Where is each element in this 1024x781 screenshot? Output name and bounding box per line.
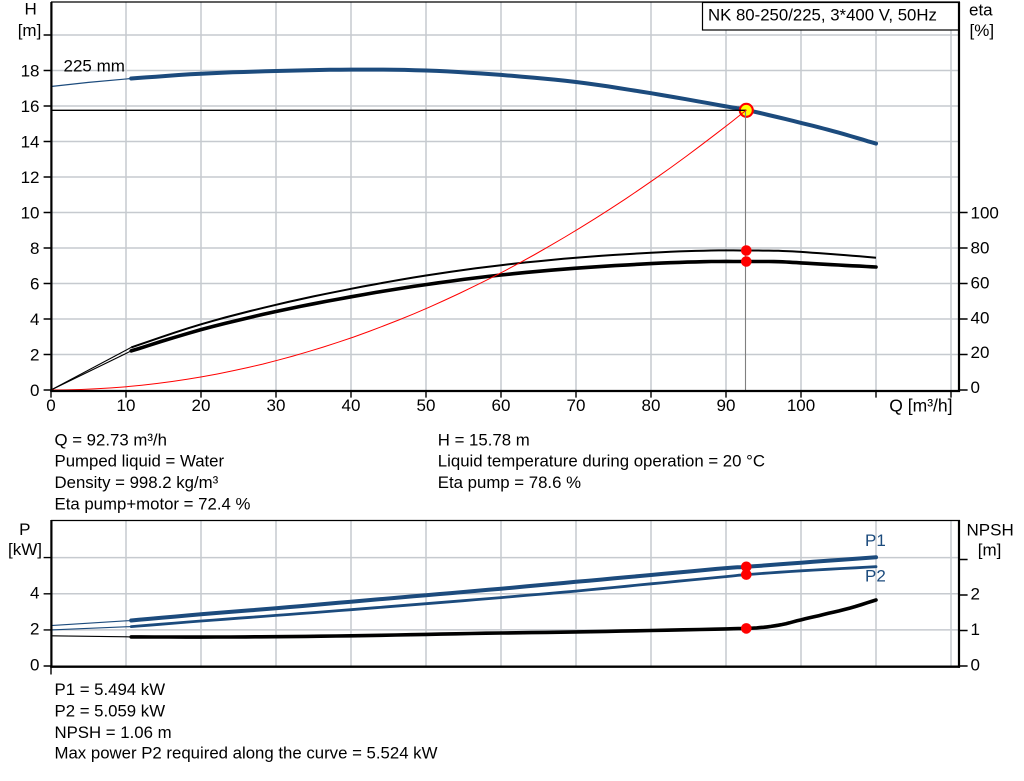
svg-text:NPSH = 1.06 m: NPSH = 1.06 m <box>55 723 172 742</box>
svg-text:Q [m³/h]: Q [m³/h] <box>889 395 952 415</box>
svg-text:30: 30 <box>267 396 286 415</box>
svg-text:NK 80-250/225, 3*400 V, 50Hz: NK 80-250/225, 3*400 V, 50Hz <box>708 5 937 24</box>
svg-text:P1 = 5.494 kW: P1 = 5.494 kW <box>55 680 166 699</box>
svg-text:NPSH: NPSH <box>967 521 1014 540</box>
svg-text:10: 10 <box>117 396 136 415</box>
svg-text:[m]: [m] <box>18 21 42 40</box>
svg-text:6: 6 <box>30 274 39 293</box>
svg-text:Eta pump+motor = 72.4 %: Eta pump+motor = 72.4 % <box>55 495 251 514</box>
svg-text:60: 60 <box>492 396 511 415</box>
svg-text:10: 10 <box>21 203 40 222</box>
svg-text:H = 15.78 m: H = 15.78 m <box>438 430 530 449</box>
svg-text:2: 2 <box>30 345 39 364</box>
svg-text:P2: P2 <box>865 567 886 586</box>
svg-text:P1: P1 <box>865 531 886 550</box>
svg-text:[m]: [m] <box>978 540 1002 559</box>
svg-text:0: 0 <box>30 381 39 400</box>
svg-text:[%]: [%] <box>970 21 995 40</box>
svg-text:80: 80 <box>971 239 990 258</box>
svg-text:2: 2 <box>30 619 39 638</box>
svg-text:[kW]: [kW] <box>8 540 42 559</box>
svg-text:80: 80 <box>642 396 661 415</box>
svg-text:50: 50 <box>417 396 436 415</box>
svg-text:Q = 92.73 m³/h: Q = 92.73 m³/h <box>55 430 167 449</box>
svg-text:20: 20 <box>192 396 211 415</box>
svg-text:1: 1 <box>971 620 980 639</box>
svg-text:14: 14 <box>21 132 40 151</box>
svg-text:70: 70 <box>567 396 586 415</box>
svg-text:H: H <box>25 0 37 19</box>
svg-text:20: 20 <box>971 343 990 362</box>
svg-text:16: 16 <box>21 97 40 116</box>
svg-text:Liquid temperature during oper: Liquid temperature during operation = 20… <box>438 452 765 471</box>
svg-text:0: 0 <box>46 396 55 415</box>
svg-text:12: 12 <box>21 168 40 187</box>
svg-text:Pumped liquid = Water: Pumped liquid = Water <box>55 452 225 471</box>
svg-text:225 mm: 225 mm <box>64 57 125 76</box>
svg-text:Max power P2 required along th: Max power P2 required along the curve = … <box>55 744 438 763</box>
svg-text:100: 100 <box>787 396 815 415</box>
svg-text:P2 = 5.059 kW: P2 = 5.059 kW <box>55 701 166 720</box>
svg-text:P: P <box>19 520 30 539</box>
svg-text:100: 100 <box>971 204 999 223</box>
svg-text:40: 40 <box>342 396 361 415</box>
svg-text:4: 4 <box>30 310 39 329</box>
svg-text:Density = 998.2 kg/m³: Density = 998.2 kg/m³ <box>55 473 219 492</box>
svg-text:0: 0 <box>971 378 980 397</box>
svg-text:2: 2 <box>971 585 980 604</box>
svg-text:90: 90 <box>717 396 736 415</box>
svg-text:60: 60 <box>971 273 990 292</box>
svg-text:0: 0 <box>971 656 980 675</box>
svg-text:4: 4 <box>30 583 39 602</box>
svg-text:40: 40 <box>971 308 990 327</box>
svg-text:0: 0 <box>30 656 39 675</box>
svg-text:18: 18 <box>21 61 40 80</box>
svg-text:8: 8 <box>30 239 39 258</box>
svg-text:Eta pump = 78.6 %: Eta pump = 78.6 % <box>438 473 581 492</box>
svg-text:eta: eta <box>969 1 993 20</box>
